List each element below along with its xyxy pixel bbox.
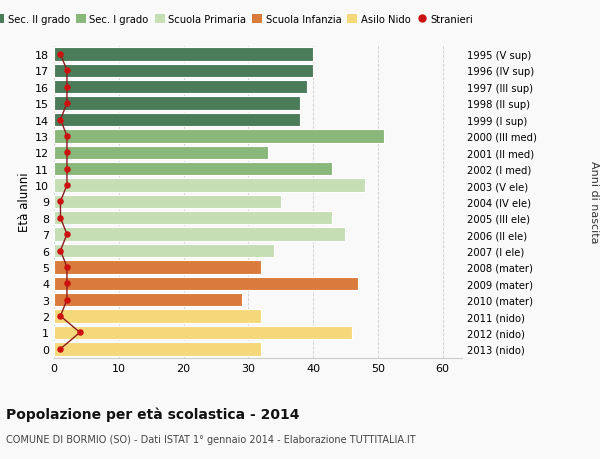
- Bar: [54, 113, 300, 127]
- Bar: [54, 261, 261, 274]
- Bar: [54, 81, 307, 94]
- Bar: [54, 65, 313, 78]
- Bar: [54, 293, 242, 307]
- Point: [56, 215, 65, 222]
- Point: [62, 84, 72, 91]
- Bar: [54, 179, 365, 192]
- Point: [56, 198, 65, 206]
- Point: [75, 329, 85, 336]
- Bar: [54, 195, 281, 209]
- Bar: [54, 310, 261, 323]
- Legend: Sec. II grado, Sec. I grado, Scuola Primaria, Scuola Infanzia, Asilo Nido, Stran: Sec. II grado, Sec. I grado, Scuola Prim…: [0, 15, 473, 25]
- Bar: [54, 130, 384, 143]
- Point: [62, 280, 72, 287]
- Bar: [54, 146, 268, 160]
- Point: [62, 133, 72, 140]
- Y-axis label: Età alunni: Età alunni: [18, 172, 31, 232]
- Bar: [54, 244, 274, 257]
- Bar: [54, 212, 332, 225]
- Text: COMUNE DI BORMIO (SO) - Dati ISTAT 1° gennaio 2014 - Elaborazione TUTTITALIA.IT: COMUNE DI BORMIO (SO) - Dati ISTAT 1° ge…: [6, 434, 416, 444]
- Bar: [54, 228, 346, 241]
- Point: [56, 117, 65, 124]
- Bar: [54, 277, 358, 291]
- Point: [62, 297, 72, 304]
- Point: [62, 182, 72, 189]
- Text: Popolazione per età scolastica - 2014: Popolazione per età scolastica - 2014: [6, 406, 299, 421]
- Point: [56, 51, 65, 59]
- Bar: [54, 326, 352, 339]
- Bar: [54, 97, 300, 111]
- Point: [62, 231, 72, 238]
- Point: [62, 166, 72, 173]
- Point: [62, 100, 72, 107]
- Point: [56, 345, 65, 353]
- Text: Anni di nascita: Anni di nascita: [589, 161, 599, 243]
- Bar: [54, 162, 332, 176]
- Point: [56, 313, 65, 320]
- Bar: [54, 342, 261, 356]
- Point: [56, 247, 65, 255]
- Point: [62, 67, 72, 75]
- Point: [62, 149, 72, 157]
- Bar: [54, 48, 313, 62]
- Point: [62, 263, 72, 271]
